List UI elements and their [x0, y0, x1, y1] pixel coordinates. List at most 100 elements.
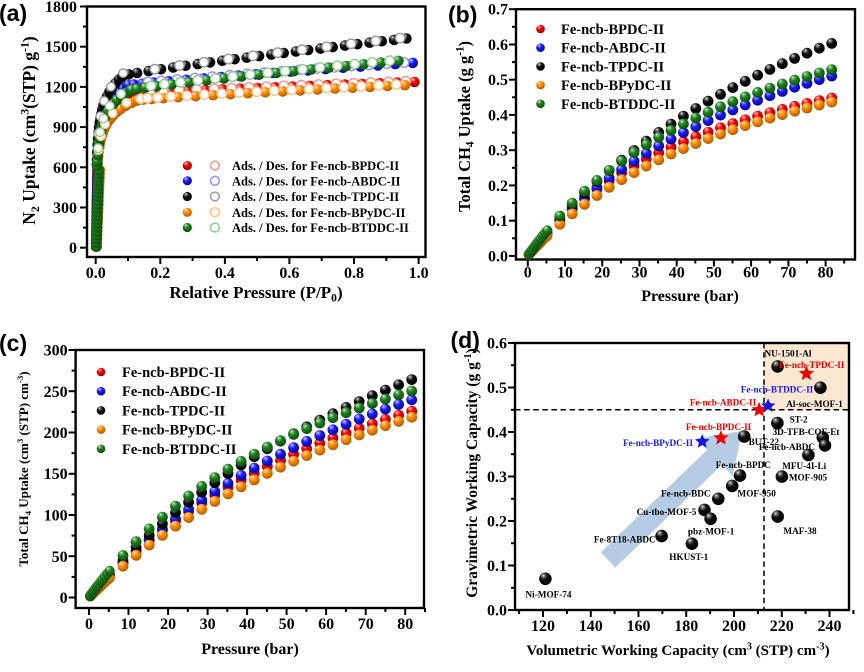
svg-text:MFU-4I-Li: MFU-4I-Li	[782, 461, 826, 471]
svg-text:0: 0	[60, 590, 68, 607]
svg-text:240: 240	[818, 618, 842, 635]
svg-text:Fe-ncb-BPDC-II: Fe-ncb-BPDC-II	[561, 22, 664, 38]
svg-text:150: 150	[44, 466, 68, 483]
svg-text:Fe-ncb-BTDDC-II: Fe-ncb-BTDDC-II	[741, 385, 814, 395]
svg-text:Fe-ncb-ABDC: Fe-ncb-ABDC	[759, 442, 815, 452]
svg-text:Fe-ncb-BPDC: Fe-ncb-BPDC	[716, 460, 771, 470]
svg-text:30: 30	[200, 616, 216, 633]
svg-text:0.2: 0.2	[487, 514, 507, 531]
svg-text:80: 80	[818, 265, 834, 282]
svg-text:Fe-ncb-BPyDC-II: Fe-ncb-BPyDC-II	[122, 423, 233, 439]
svg-text:Fe-ncb-BPDC-II: Fe-ncb-BPDC-II	[686, 422, 752, 432]
svg-text:1500: 1500	[45, 39, 77, 56]
svg-text:pbz-MOF-1: pbz-MOF-1	[688, 526, 735, 536]
svg-text:BUT-22: BUT-22	[749, 437, 780, 447]
svg-text:1.0: 1.0	[409, 265, 429, 282]
svg-text:0.3: 0.3	[488, 143, 508, 160]
svg-text:0.0: 0.0	[487, 603, 507, 620]
svg-text:250: 250	[44, 384, 68, 401]
svg-text:200: 200	[722, 618, 746, 635]
svg-text:Pressure (bar): Pressure (bar)	[201, 641, 299, 658]
svg-text:Fe-8T18-ABDC: Fe-8T18-ABDC	[594, 534, 656, 544]
svg-text:0.4: 0.4	[487, 425, 507, 442]
svg-text:300: 300	[53, 200, 77, 217]
svg-text:MAF-38: MAF-38	[783, 526, 817, 536]
svg-text:3D-TFB-COF-Et: 3D-TFB-COF-Et	[773, 427, 841, 437]
svg-text:0.1: 0.1	[487, 558, 507, 575]
svg-text:(a): (a)	[0, 0, 27, 26]
svg-text:10: 10	[121, 616, 137, 633]
svg-text:(c): (c)	[0, 330, 27, 356]
svg-text:Fe-ncb-BTDDC-II: Fe-ncb-BTDDC-II	[122, 442, 237, 458]
svg-text:Pressure (bar): Pressure (bar)	[641, 288, 739, 305]
svg-text:ST-2: ST-2	[790, 415, 808, 425]
svg-text:50: 50	[52, 549, 68, 566]
svg-text:50: 50	[706, 265, 722, 282]
svg-text:Fe-ncb-TPDC-II: Fe-ncb-TPDC-II	[561, 59, 664, 75]
svg-text:0: 0	[524, 265, 532, 282]
svg-text:N2​ Uptake (cm3​(STP) g-1​): N2​ Uptake (cm3​(STP) g-1​)	[17, 36, 42, 225]
svg-text:50: 50	[279, 616, 295, 633]
svg-text:80: 80	[397, 616, 413, 633]
svg-text:Ni-MOF-74: Ni-MOF-74	[526, 590, 572, 600]
svg-text:0.4: 0.4	[488, 107, 508, 124]
svg-text:Fe-ncb-BDC: Fe-ncb-BDC	[661, 489, 711, 499]
svg-text:220: 220	[770, 618, 794, 635]
svg-text:(d): (d)	[451, 327, 480, 353]
svg-text:100: 100	[44, 508, 68, 525]
svg-text:0.5: 0.5	[488, 72, 508, 89]
svg-text:Gravimetric Working Capacity (: Gravimetric Working Capacity (g g-1​)	[463, 348, 481, 598]
svg-text:Ads. / Des. for Fe-ncb-BTDDC-I: Ads. / Des. for Fe-ncb-BTDDC-II	[232, 221, 409, 235]
svg-text:20: 20	[594, 265, 610, 282]
svg-text:Fe-ncb-ABDC-II: Fe-ncb-ABDC-II	[122, 384, 227, 400]
svg-text:0.8: 0.8	[344, 265, 364, 282]
svg-text:Cu-tbo-MOF-5: Cu-tbo-MOF-5	[637, 507, 697, 517]
svg-text:Fe-ncb-ABDC-II: Fe-ncb-ABDC-II	[561, 41, 666, 57]
svg-text:0.4: 0.4	[215, 265, 235, 282]
svg-text:0.1: 0.1	[488, 213, 508, 230]
svg-text:0.2: 0.2	[150, 265, 170, 282]
svg-text:Ads. / Des. for Fe-ncb-TPDC-II: Ads. / Des. for Fe-ncb-TPDC-II	[232, 190, 399, 204]
svg-text:140: 140	[579, 618, 603, 635]
svg-text:300: 300	[44, 343, 68, 360]
svg-text:60: 60	[318, 616, 334, 633]
svg-text:Relative Pressure (P/P0​): Relative Pressure (P/P0​)	[169, 283, 342, 305]
svg-text:Al-soc-MOF-1: Al-soc-MOF-1	[786, 399, 843, 409]
svg-text:60: 60	[743, 265, 759, 282]
svg-text:40: 40	[669, 265, 685, 282]
svg-text:Fe-ncb-ABDC-II: Fe-ncb-ABDC-II	[690, 397, 757, 407]
svg-text:Ads. / Des. for Fe-ncb-BPDC-II: Ads. / Des. for Fe-ncb-BPDC-II	[232, 159, 399, 173]
svg-text:200: 200	[44, 425, 68, 442]
svg-text:Ads. / Des. for Fe-ncb-ABDC-II: Ads. / Des. for Fe-ncb-ABDC-II	[232, 174, 401, 188]
svg-text:0.0: 0.0	[488, 248, 508, 265]
svg-text:160: 160	[627, 618, 651, 635]
svg-text:0.6: 0.6	[279, 265, 299, 282]
svg-text:30: 30	[632, 265, 648, 282]
svg-text:HKUST-1: HKUST-1	[669, 552, 708, 562]
svg-text:0.6: 0.6	[488, 37, 508, 54]
svg-text:1800: 1800	[45, 0, 77, 16]
svg-text:0.0: 0.0	[86, 265, 106, 282]
svg-text:Fe-ncb-BPyDC-II: Fe-ncb-BPyDC-II	[623, 438, 693, 448]
svg-text:1200: 1200	[45, 79, 77, 96]
svg-text:Ads. / Des. for Fe-ncb-BPyDC-I: Ads. / Des. for Fe-ncb-BPyDC-II	[232, 206, 406, 220]
svg-text:NU-1501-Al: NU-1501-Al	[765, 349, 812, 359]
svg-text:Fe-ncb-BPDC-II: Fe-ncb-BPDC-II	[122, 365, 225, 381]
svg-text:70: 70	[358, 616, 374, 633]
svg-text:Volumetric Working Capacity (c: Volumetric Working Capacity (cm3​ (STP) …	[526, 641, 829, 659]
svg-text:0.3: 0.3	[487, 469, 507, 486]
svg-text:0: 0	[85, 616, 93, 633]
svg-text:0.6: 0.6	[487, 336, 507, 353]
svg-text:Fe-ncb-BTDDC-II: Fe-ncb-BTDDC-II	[561, 97, 676, 113]
svg-text:0.7: 0.7	[488, 2, 508, 19]
svg-text:MOF-950: MOF-950	[738, 489, 777, 499]
svg-text:10: 10	[557, 265, 573, 282]
svg-text:0.2: 0.2	[488, 178, 508, 195]
svg-text:0.5: 0.5	[487, 380, 507, 397]
svg-text:Total CH4​ Uptake (g g-1​): Total CH4​ Uptake (g g-1​)	[455, 41, 477, 212]
svg-text:Fe-ncb-TPDC-II: Fe-ncb-TPDC-II	[779, 360, 845, 370]
svg-text:MOF-905: MOF-905	[789, 473, 828, 483]
svg-text:70: 70	[780, 265, 796, 282]
svg-text:40: 40	[239, 616, 255, 633]
svg-text:900: 900	[53, 120, 77, 137]
